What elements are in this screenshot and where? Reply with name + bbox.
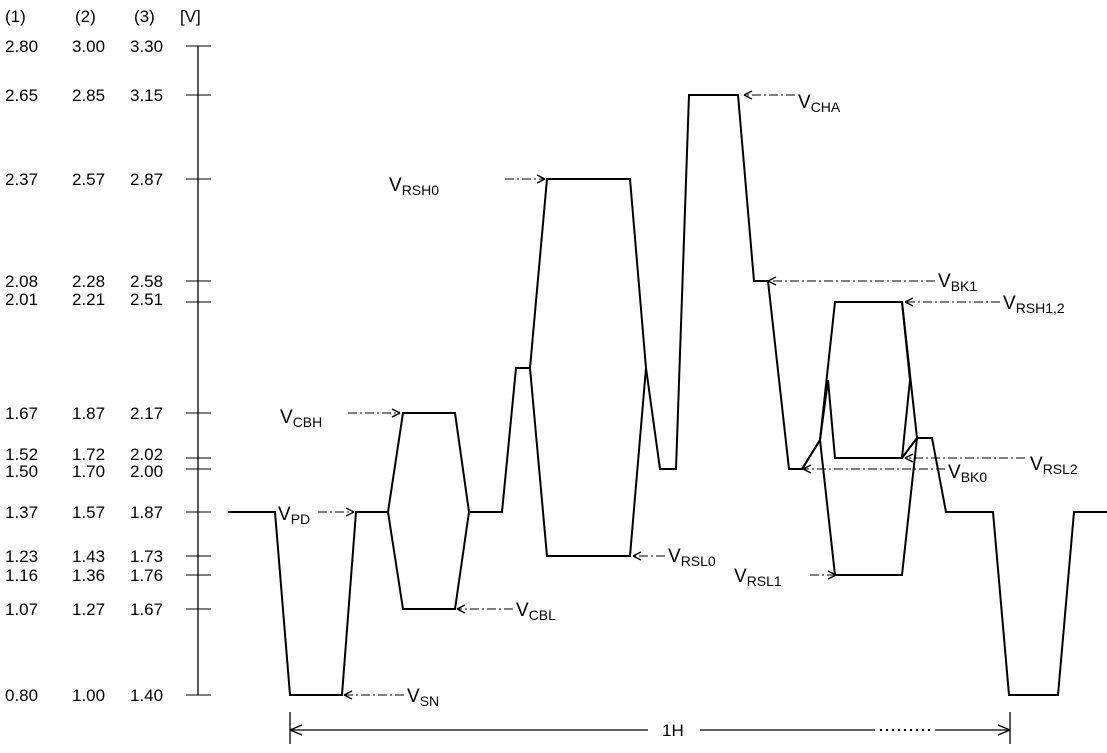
tick-label: 0.80 [5, 686, 38, 705]
tick-label: 2.87 [130, 170, 163, 189]
period-arrowhead-right [997, 724, 1011, 736]
label-vbk1: VBK1 [938, 271, 977, 294]
leaders [318, 90, 1025, 700]
waveform-cb-low-branch [387, 511, 470, 610]
tick-label: 2.58 [130, 272, 163, 291]
header-col-2: (2) [75, 7, 96, 26]
tick-label: 2.57 [72, 170, 105, 189]
tick-label: 3.15 [130, 86, 163, 105]
tick-label: 2.65 [5, 86, 38, 105]
label-vrsl1: VRSL1 [734, 566, 782, 589]
arrowhead [904, 297, 914, 307]
waveform-rsl0-branch [529, 367, 647, 557]
tick-label: 1.07 [5, 600, 38, 619]
plateau-dots [860, 301, 890, 576]
tick-label: 1.40 [130, 686, 163, 705]
label-vrsl0: VRSL0 [668, 546, 716, 569]
arrowhead [767, 276, 777, 286]
tick-label: 2.37 [5, 170, 38, 189]
waveform-branches [387, 301, 918, 610]
tick-label: 1.67 [5, 404, 38, 423]
header-col-3: (3) [134, 7, 155, 26]
label-vrsl2: VRSL2 [1030, 454, 1078, 477]
tick-label: 1.27 [72, 600, 105, 619]
tick-label: 2.02 [130, 445, 163, 464]
tick-label: 2.17 [130, 404, 163, 423]
arrowhead [345, 507, 355, 517]
waveform-upper-trace [228, 94, 1107, 696]
label-vpd: VPD [278, 504, 310, 527]
arrowhead [743, 90, 753, 100]
arrowhead [802, 464, 812, 474]
tick-label: 1.50 [5, 462, 38, 481]
arrowhead [456, 604, 466, 614]
tick-label: 1.36 [72, 566, 105, 585]
tick-label: 1.57 [72, 503, 105, 522]
tick-label: 1.70 [72, 462, 105, 481]
arrowhead [632, 551, 642, 561]
tick-label: 1.67 [130, 600, 163, 619]
tick-label: 1.87 [130, 503, 163, 522]
tick-label: 2.21 [72, 290, 105, 309]
tick-label: 3.00 [72, 37, 105, 56]
label-vbk0: VBK0 [948, 462, 987, 485]
header-col-1: (1) [5, 7, 26, 26]
tick-label: 1.72 [72, 445, 105, 464]
tick-label: 3.30 [130, 37, 163, 56]
tick-label: 2.51 [130, 290, 163, 309]
label-vcbh: VCBH [280, 407, 322, 430]
period-label: 1H [662, 721, 684, 740]
tick-label: 2.28 [72, 272, 105, 291]
tick-label: 1.37 [5, 503, 38, 522]
axis-ticks: 2.80 3.00 3.30 2.65 2.85 3.15 2.37 2.57 … [5, 37, 211, 705]
signal-labels: VCHA VRSH0 VBK1 VRSH1,2 VCBH VRSL2 VBK0 … [278, 92, 1078, 709]
period-arrowhead-left [289, 724, 303, 736]
tick-label: 1.16 [5, 566, 38, 585]
tick-label: 2.80 [5, 37, 38, 56]
arrowhead [343, 690, 353, 700]
arrowhead [536, 174, 546, 184]
tick-label: 1.23 [5, 547, 38, 566]
label-vcha: VCHA [798, 92, 841, 115]
label-vcbl: VCBL [516, 600, 556, 623]
tick-label: 1.76 [130, 566, 163, 585]
arrowhead [904, 453, 914, 463]
tick-label: 2.85 [72, 86, 105, 105]
label-vrsh12: VRSH1,2 [1003, 293, 1065, 316]
header-unit: [V] [180, 7, 201, 26]
period-dimension: 1H [289, 712, 1011, 744]
tick-label: 2.01 [5, 290, 38, 309]
tick-label: 2.00 [130, 462, 163, 481]
tick-label: 1.43 [72, 547, 105, 566]
label-vrsh0: VRSH0 [389, 175, 439, 198]
waveform-crossing-right [901, 301, 912, 459]
label-vsn: VSN [407, 686, 439, 709]
tick-label: 1.52 [5, 445, 38, 464]
arrowhead [391, 408, 401, 418]
arrowhead [827, 570, 837, 580]
axis-headers: (1) (2) (3) [V] [5, 7, 201, 26]
tick-label: 1.00 [72, 686, 105, 705]
tick-label: 1.87 [72, 404, 105, 423]
tick-label: 1.73 [130, 547, 163, 566]
tick-label: 2.08 [5, 272, 38, 291]
waveform-crossing-left [819, 379, 918, 459]
